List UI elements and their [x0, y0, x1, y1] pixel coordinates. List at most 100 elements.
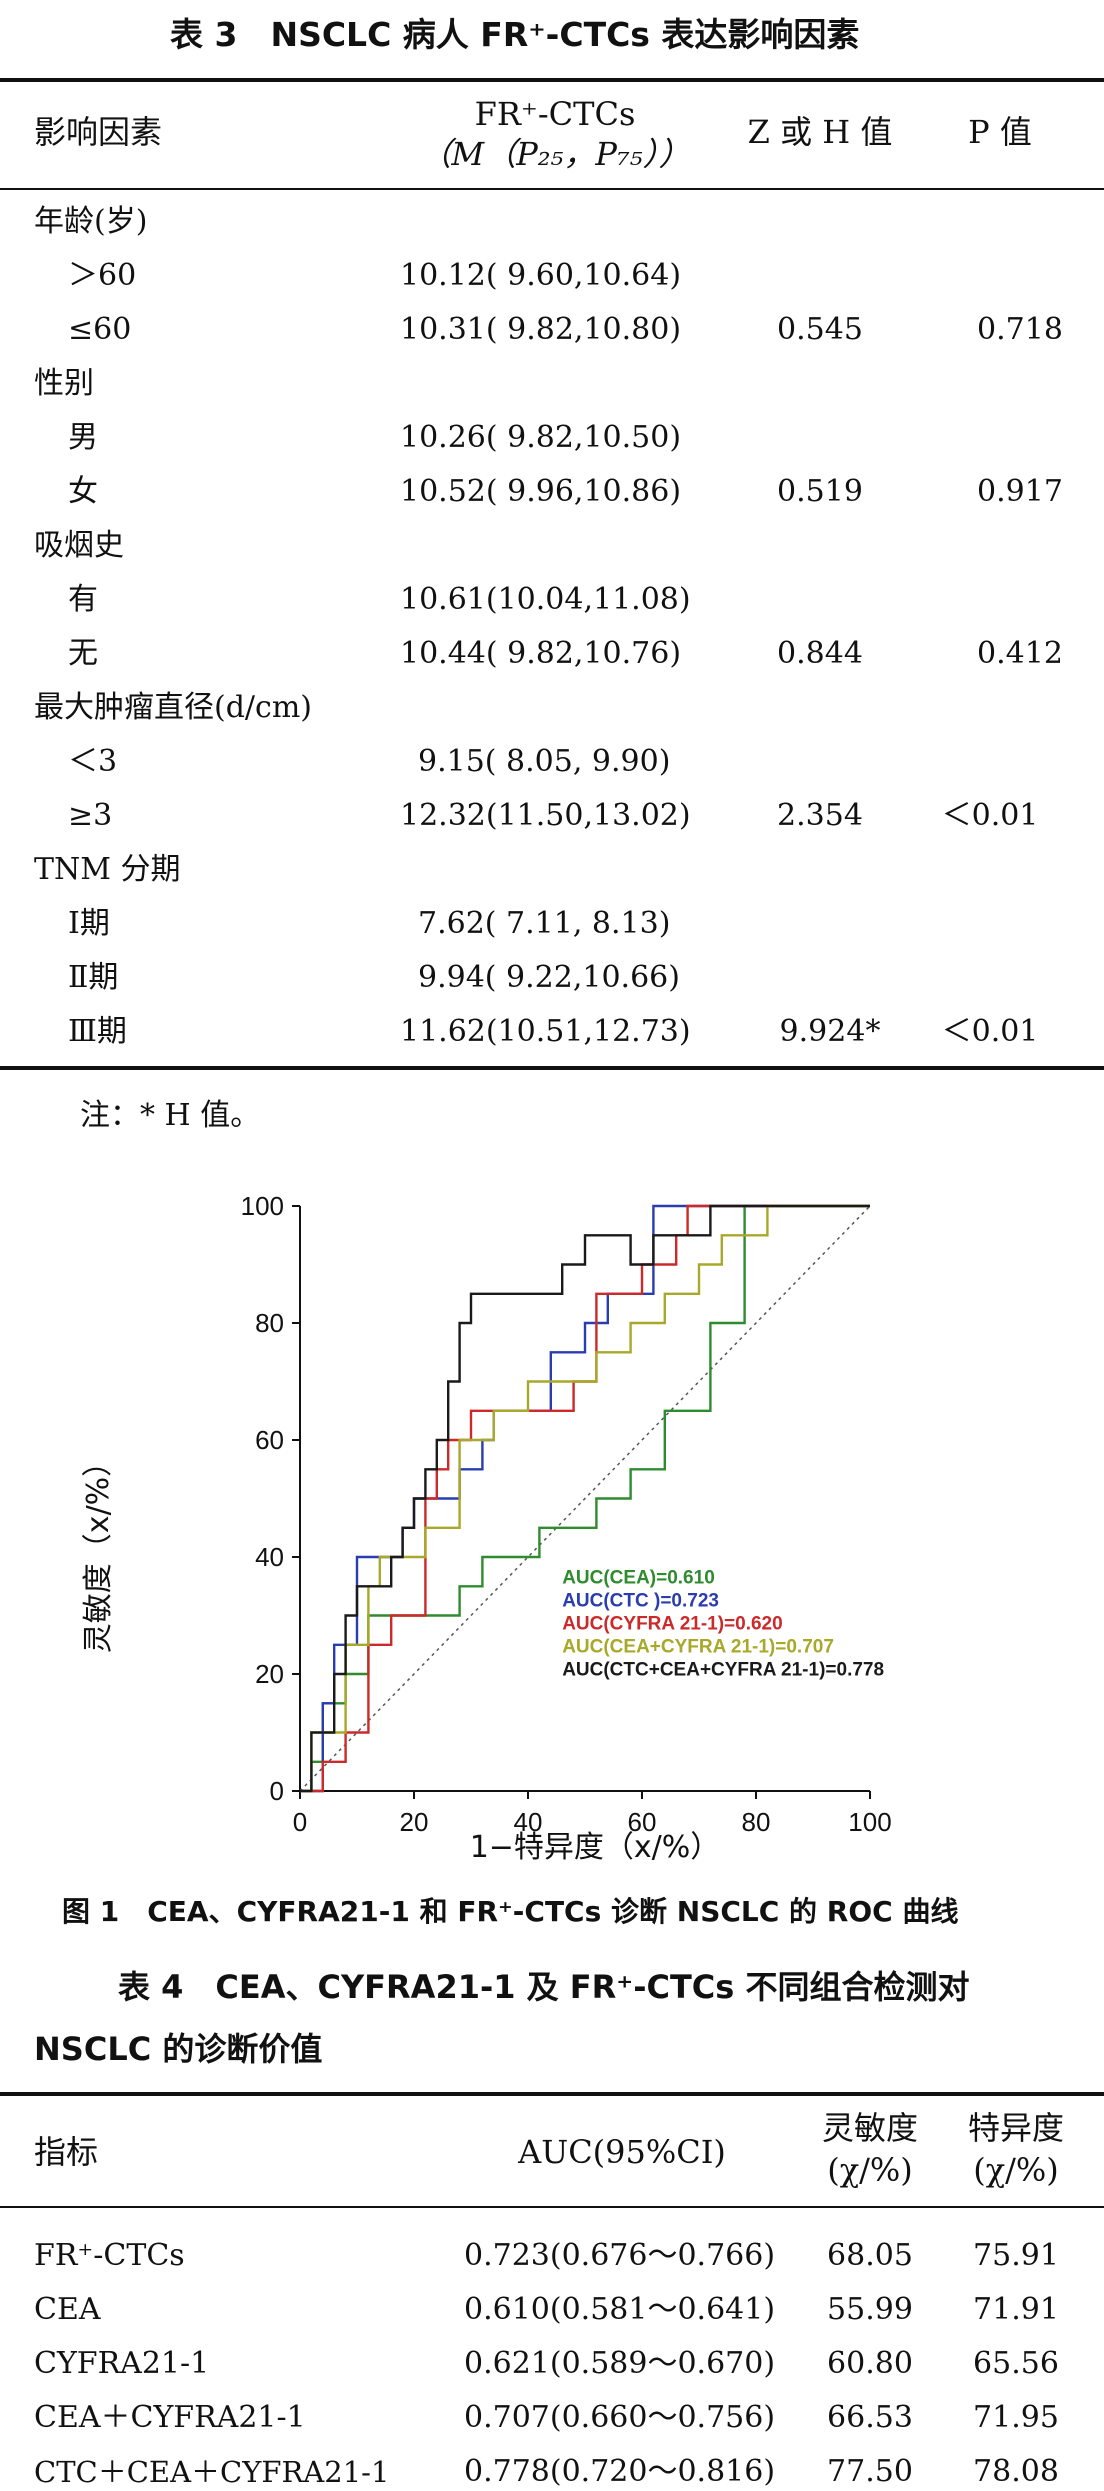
table4-row-auc: 0.621(0.589～0.670) — [464, 2346, 776, 2381]
table3-row-value: 10.44( 9.82,10.76) — [400, 636, 682, 671]
x-tick-label: 60 — [628, 1807, 657, 1837]
y-tick-label: 20 — [255, 1659, 284, 1689]
table3-note: 注：* H 值。 — [80, 1098, 261, 1133]
table3-row-stat: 2.354 — [777, 798, 863, 833]
table3-row-label: ＜3 — [68, 744, 118, 779]
table3-row-value: 7.62( 7.11, 8.13) — [418, 906, 671, 941]
table3-row-stat: 0.844 — [777, 636, 863, 671]
table3-top-rule — [0, 78, 1104, 82]
table4-header-sens-line2: (χ/%) — [827, 2151, 913, 2189]
table4-row-auc: 0.778(0.720～0.816) — [464, 2454, 776, 2489]
table3-group-label: 吸烟史 — [34, 528, 124, 563]
table4-row-auc: 0.707(0.660～0.756) — [464, 2400, 776, 2435]
table3-title: 表 3 NSCLC 病人 FR⁺-CTCs 表达影响因素 — [170, 15, 860, 54]
table4-row-sens: 55.99 — [827, 2292, 913, 2327]
table4-row-sens: 60.80 — [827, 2346, 913, 2381]
table4-row-auc: 0.723(0.676～0.766) — [464, 2238, 776, 2273]
table4-row-spec: 65.56 — [973, 2346, 1059, 2381]
table3-row-label: Ⅰ期 — [68, 906, 110, 941]
table3-bottom-rule — [0, 1066, 1104, 1070]
table3-row-label: ≥3 — [68, 798, 113, 833]
table3-row-label: ＞60 — [68, 258, 137, 293]
table4-header-spec-line1: 特异度 — [967, 2109, 1065, 2147]
roc-xlabel: 1−特异度（x/%） — [469, 1830, 721, 1865]
table3-row-label: 女 — [68, 474, 98, 509]
table3-row-stat: 0.519 — [777, 474, 863, 509]
table3-row-value: 10.26( 9.82,10.50) — [400, 420, 682, 455]
table3-header-p: P 值 — [968, 113, 1032, 151]
roc-ylabel: 灵敏度（x/%） — [81, 1446, 116, 1654]
legend-entry-3: AUC(CYFRA 21-1)=0.620 — [562, 1613, 783, 1634]
table4-row-auc: 0.610(0.581～0.641) — [464, 2292, 776, 2327]
table3-row-label: 男 — [68, 420, 98, 455]
legend-entry-2: AUC(CTC )=0.723 — [562, 1590, 719, 1611]
table3-row-value: 10.61(10.04,11.08) — [400, 582, 691, 617]
table3-row-value: 10.31( 9.82,10.80) — [400, 312, 682, 347]
roc-series-4 — [300, 1204, 870, 1793]
legend-entry-4: AUC(CEA+CYFRA 21-1)=0.707 — [562, 1636, 834, 1657]
table3-row-label: ≤60 — [68, 312, 132, 347]
table4-top-rule — [0, 2092, 1104, 2096]
table4-row-sens: 77.50 — [827, 2454, 913, 2489]
y-tick-label: 100 — [241, 1191, 284, 1221]
table3-row-value: 9.94( 9.22,10.66) — [418, 960, 680, 995]
table4-header-indicator: 指标 — [34, 2133, 99, 2171]
table3-row-value: 10.52( 9.96,10.86) — [400, 474, 682, 509]
table3-row-value: 12.32(11.50,13.02) — [400, 798, 691, 833]
table4-row-indicator: CTC＋CEA＋CYFRA21-1 — [34, 2455, 390, 2489]
table4-row-spec: 75.91 — [973, 2238, 1059, 2273]
table3-row-value: 11.62(10.51,12.73) — [400, 1014, 691, 1049]
table4-title-line1: 表 4 CEA、CYFRA21-1 及 FR⁺-CTCs 不同组合检测对 — [118, 1968, 970, 2006]
table4-title-line2: NSCLC 的诊断价值 — [34, 2030, 323, 2068]
table3-group-label: TNM 分期 — [34, 852, 181, 887]
table3-row-p: 0.412 — [977, 636, 1063, 671]
x-tick-label: 20 — [400, 1807, 429, 1837]
table3-header-factor: 影响因素 — [34, 113, 163, 151]
y-tick-label: 40 — [255, 1542, 284, 1572]
table3-row-label: Ⅲ期 — [68, 1014, 127, 1049]
table4-row-spec: 71.91 — [973, 2292, 1059, 2327]
table4-row-spec: 71.95 — [973, 2400, 1059, 2435]
x-tick-label: 0 — [293, 1807, 307, 1837]
table3-row-label: Ⅱ期 — [68, 960, 119, 995]
x-tick-label: 80 — [742, 1807, 771, 1837]
table3-group-label: 性别 — [34, 366, 94, 401]
table4-row-indicator: CEA — [34, 2292, 101, 2327]
figure1-caption: 图 1 CEA、CYFRA21-1 和 FR⁺-CTCs 诊断 NSCLC 的 … — [62, 1895, 959, 1928]
reference-diagonal — [299, 1205, 871, 1792]
table4-header-rule — [0, 2206, 1104, 2208]
table3-row-p: 0.718 — [977, 312, 1063, 347]
table4-row-sens: 66.53 — [827, 2400, 913, 2435]
x-tick-label: 100 — [848, 1807, 891, 1837]
table4-header-auc: AUC(95%CI) — [518, 2133, 726, 2171]
table3-header-rule — [0, 188, 1104, 190]
table4-header-sens-line1: 灵敏度 — [821, 2109, 919, 2147]
table3-group-label: 年龄(岁) — [34, 204, 148, 239]
table3-row-stat: 9.924* — [779, 1014, 881, 1049]
table4-row-indicator: CEA＋CYFRA21-1 — [34, 2400, 306, 2435]
y-tick-label: 80 — [255, 1308, 284, 1338]
table4-row-spec: 78.08 — [973, 2454, 1059, 2489]
table3-header-stat: Z 或 H 值 — [747, 113, 893, 151]
table3-row-p: ＜0.01 — [941, 798, 1039, 833]
table3-row-label: 有 — [68, 582, 98, 617]
legend-entry-5: AUC(CTC+CEA+CYFRA 21-1)=0.778 — [562, 1659, 884, 1680]
table3-header-value-line1: FR⁺-CTCs — [474, 95, 636, 133]
table3-header-value-line2: （M（P₂₅，P₇₅）） — [419, 135, 691, 173]
table3-row-p: 0.917 — [977, 474, 1063, 509]
table3-group-label: 最大肿瘤直径(d/cm) — [34, 690, 312, 725]
table3-row-label: 无 — [68, 636, 98, 671]
table3-row-stat: 0.545 — [777, 312, 863, 347]
y-tick-label: 60 — [255, 1425, 284, 1455]
table3-row-value: 10.12( 9.60,10.64) — [400, 258, 682, 293]
roc-series-2 — [300, 1204, 870, 1793]
table4-row-sens: 68.05 — [827, 2238, 913, 2273]
table4-row-indicator: FR⁺-CTCs — [34, 2238, 185, 2273]
table4-header-spec-line2: (χ/%) — [973, 2151, 1059, 2189]
table3-row-p: ＜0.01 — [941, 1014, 1039, 1049]
y-tick-label: 0 — [270, 1776, 284, 1806]
x-tick-label: 40 — [514, 1807, 543, 1837]
table3-row-value: 9.15( 8.05, 9.90) — [418, 744, 671, 779]
table4-row-indicator: CYFRA21-1 — [34, 2346, 210, 2381]
